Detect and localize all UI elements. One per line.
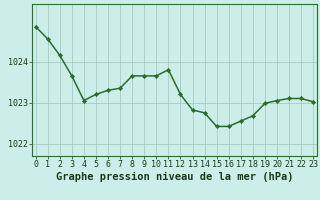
X-axis label: Graphe pression niveau de la mer (hPa): Graphe pression niveau de la mer (hPa)	[56, 172, 293, 182]
